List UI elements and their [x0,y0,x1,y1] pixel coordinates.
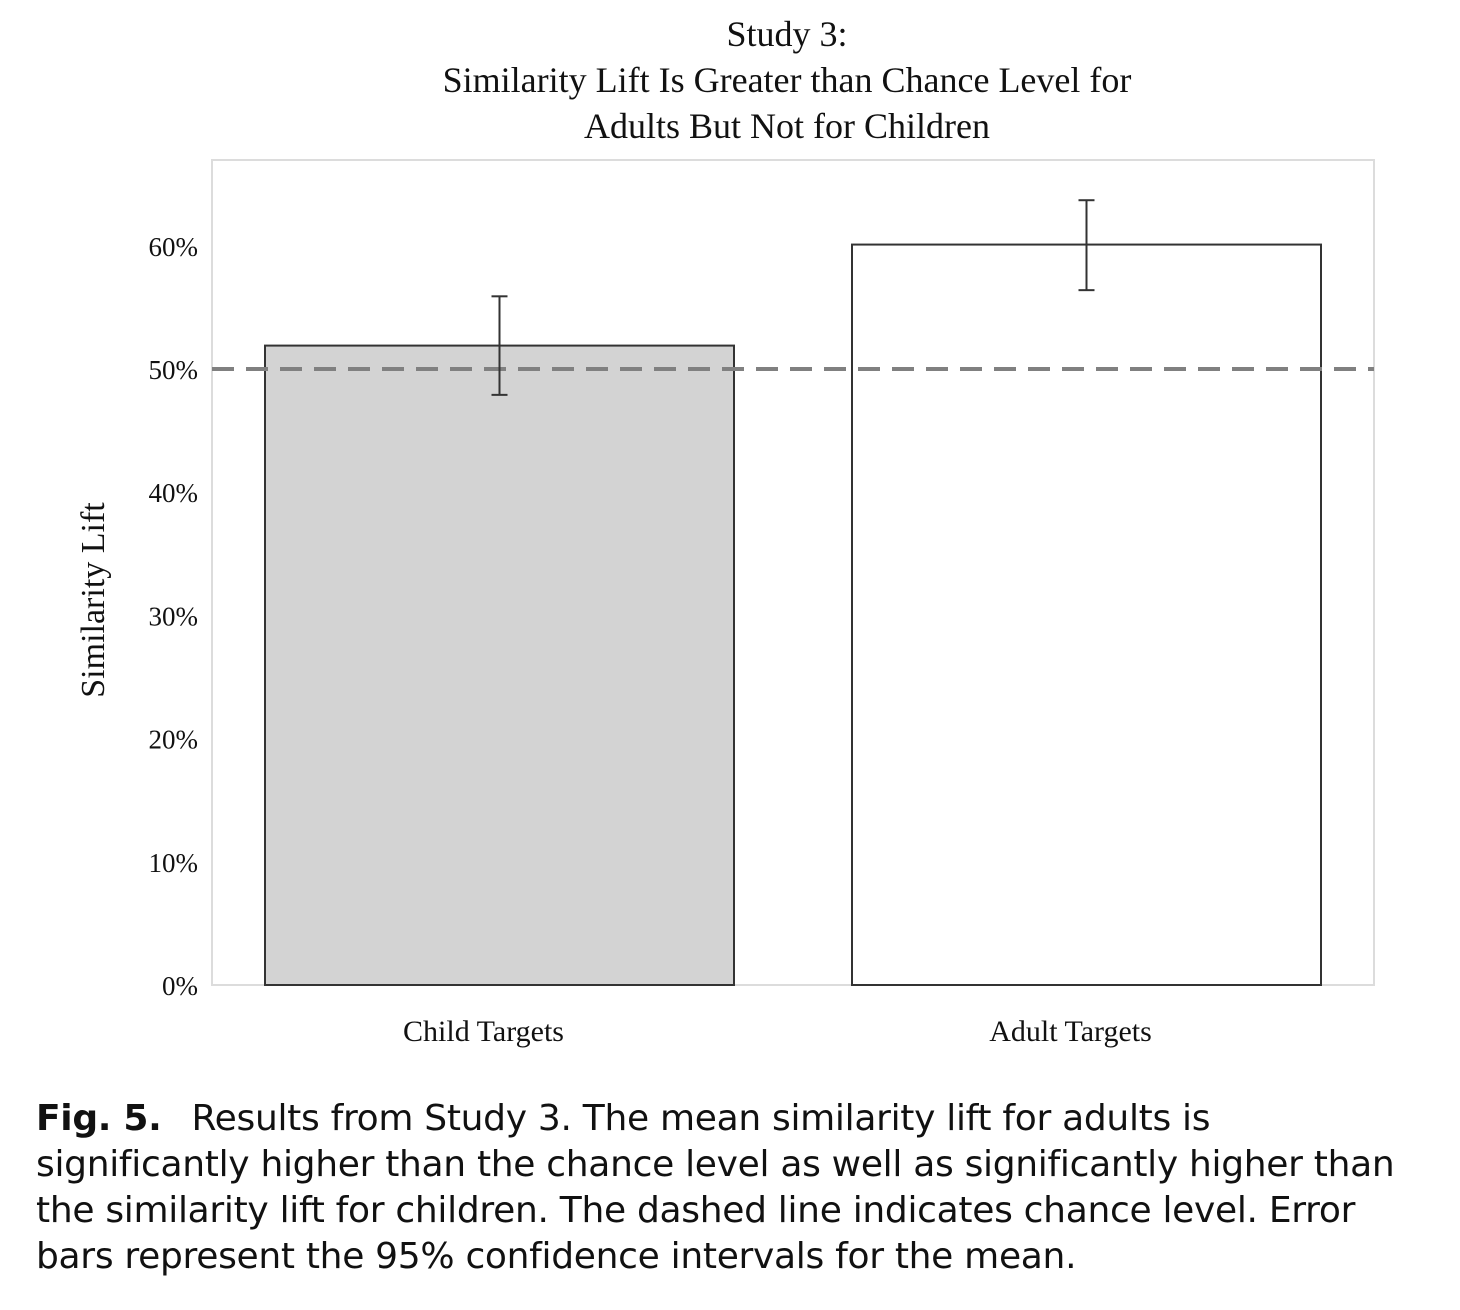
x-tick-label: Child Targets [403,1015,564,1048]
caption-text: Results from Study 3. The mean similarit… [36,1098,1395,1277]
chart-title-line-3: Adults But Not for Children [584,106,990,146]
chart-title-line-1: Study 3: [726,14,847,54]
bars [264,243,1322,987]
error-bar-child-targets [491,295,508,396]
x-tick-label: Adult Targets [989,1015,1152,1048]
error-bar-adult-targets [1078,199,1095,292]
y-tick-label: 0% [162,971,198,1001]
y-tick-label: 30% [149,601,199,631]
y-tick-label: 10% [149,848,199,878]
chart-title-line-2: Similarity Lift Is Greater than Chance L… [443,60,1132,100]
y-axis-label: Similarity Lift [75,502,112,698]
figure-caption: Fig. 5. Results from Study 3. The mean si… [36,1096,1428,1280]
y-tick-label: 50% [149,355,199,385]
chart-title: Study 3: Similarity Lift Is Greater than … [443,14,1132,146]
error-bars [491,199,1095,396]
bar-chart: Study 3: Similarity Lift Is Greater than … [75,14,1375,1048]
plot-area-frame [211,159,1375,986]
bar-child-targets [264,344,735,987]
y-axis-ticks: 0% 10% 20% 30% 40% 50% 60% [149,232,199,1001]
y-tick-label: 40% [149,478,199,508]
y-tick-label: 60% [149,232,199,262]
bar-adult-targets [851,243,1322,986]
x-axis-ticks: Child Targets Adult Targets [403,1015,1152,1048]
figure-label: Fig. 5. [36,1098,162,1139]
y-tick-label: 20% [149,725,199,755]
